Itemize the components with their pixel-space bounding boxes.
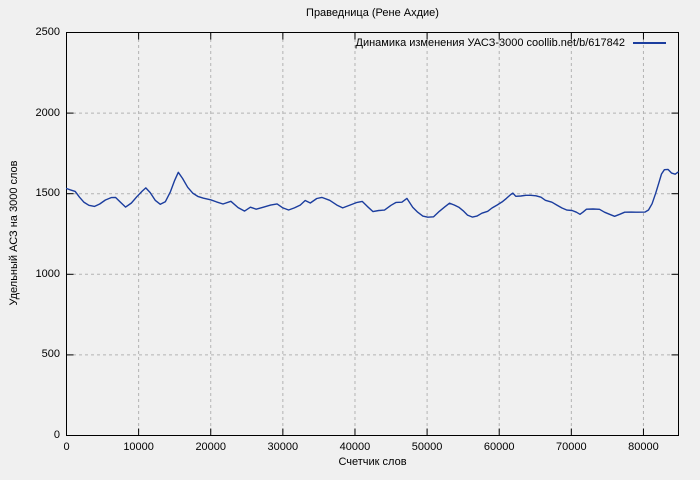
y-tick-label: 1000 bbox=[35, 267, 60, 280]
x-tick-label: 0 bbox=[63, 441, 70, 453]
x-tick-label: 40000 bbox=[339, 441, 371, 453]
chart-title: Праведница (Рене Ахдие) bbox=[306, 7, 439, 19]
x-tick-label: 20000 bbox=[195, 441, 227, 453]
x-axis-label: Счетчик слов bbox=[338, 456, 407, 468]
x-tick-label: 30000 bbox=[267, 441, 299, 453]
y-tick-label: 2000 bbox=[35, 106, 60, 119]
y-axis-label: Удельный АСЗ на 3000 слов bbox=[8, 160, 20, 306]
legend: Динамика изменения УАСЗ-3000 coollib.net… bbox=[356, 37, 666, 49]
legend-line-sample bbox=[633, 42, 666, 44]
legend-label: Динамика изменения УАСЗ-3000 coollib.net… bbox=[355, 37, 625, 49]
x-tick-label: 50000 bbox=[411, 441, 443, 453]
y-tick-label: 0 bbox=[53, 429, 60, 441]
x-tick-label: 70000 bbox=[556, 441, 587, 453]
x-tick-label: 10000 bbox=[123, 441, 154, 453]
y-tick-label: 500 bbox=[41, 348, 60, 361]
plot-area bbox=[66, 32, 679, 436]
y-tick-label: 1500 bbox=[35, 187, 60, 200]
x-tick-label: 80000 bbox=[628, 441, 659, 453]
x-tick-label: 60000 bbox=[483, 441, 515, 453]
y-tick-label: 2500 bbox=[35, 26, 60, 38]
